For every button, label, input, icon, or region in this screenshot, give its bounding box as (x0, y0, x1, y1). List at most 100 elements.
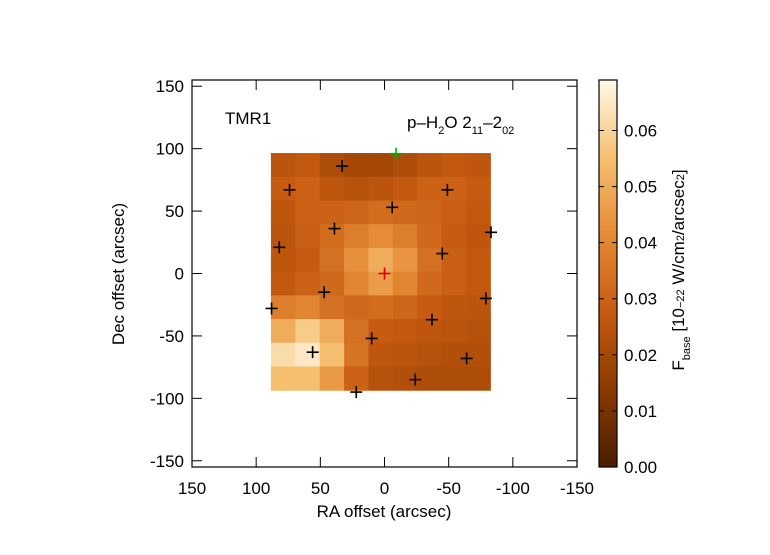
y-tick-label: 100 (156, 140, 184, 159)
heatmap-cell (465, 295, 491, 320)
heatmap-cell (270, 295, 296, 320)
label-part: base (681, 336, 693, 360)
heatmap-cell (392, 319, 418, 344)
label-part: 02 (502, 125, 514, 137)
heatmap-cell (417, 224, 443, 249)
heatmap-cell (441, 319, 467, 344)
heatmap-cell (441, 176, 467, 201)
heatmap-cell (295, 295, 321, 320)
heatmap-cell (417, 200, 443, 225)
heatmap-cell (368, 200, 394, 225)
heatmap-cell (465, 342, 491, 368)
heatmap-cell (368, 271, 394, 296)
colorbar (598, 79, 618, 468)
colorbar-tick-label: 0.02 (624, 346, 657, 365)
y-tick-label: 0 (175, 265, 184, 284)
heatmap-cell (465, 176, 491, 201)
heatmap-cell (295, 200, 321, 225)
heatmap-cell (270, 200, 296, 225)
heatmap-cell (270, 176, 296, 201)
heatmap-cell (295, 366, 321, 391)
label-part: 2 (675, 235, 687, 241)
cross-marker (265, 302, 278, 315)
label-part: F (669, 360, 688, 370)
heatmap-cell (295, 319, 321, 344)
cross-marker (365, 332, 378, 345)
colorbar-tick-label: 0.00 (624, 458, 657, 477)
heatmap-cell (344, 319, 369, 344)
heatmap-cell (417, 271, 443, 296)
cross-marker (485, 226, 498, 239)
cross-marker (386, 201, 399, 214)
heatmap-cell (368, 295, 394, 320)
heatmap-cell (368, 153, 394, 178)
cross-marker (336, 160, 349, 173)
heatmap-cell (319, 319, 345, 344)
heatmap-cell (344, 176, 369, 201)
heatmap-cell (368, 366, 394, 391)
heatmap-cell (270, 319, 296, 344)
heatmap-cell (270, 224, 296, 249)
heatmap-cell (344, 271, 369, 296)
heatmap-cell (319, 366, 345, 391)
label-part: ] (669, 169, 688, 174)
heatmap-cell (368, 176, 394, 201)
label-part: [10 (669, 308, 688, 336)
heatmap-cell (465, 247, 491, 273)
cross-marker (318, 286, 331, 299)
label-part: –2 (483, 113, 502, 132)
annotation: p–H2O 211–202 (407, 113, 514, 137)
label-part: O 2 (444, 113, 471, 132)
heatmap-cell (295, 176, 321, 201)
heatmap-cell (344, 153, 369, 178)
heatmap-cell (319, 295, 345, 320)
heatmap-cell (295, 153, 321, 178)
heatmap-cell (344, 224, 369, 249)
heatmap-cell (465, 153, 491, 178)
heatmap-cell (319, 342, 345, 368)
colorbar-tick-label: 0.06 (624, 121, 657, 140)
heatmap-cell (441, 200, 467, 225)
heatmap-cell (295, 271, 321, 296)
y-tick-label: 150 (156, 77, 184, 96)
heatmap-cell (295, 224, 321, 249)
colorbar-label: Fbase [10−22 W/cm2/arcsec2] (669, 169, 693, 370)
colorbar-tick-label: 0.04 (624, 234, 657, 253)
label-part: 2 (675, 174, 687, 180)
colorbar-tick-label: 0.03 (624, 290, 657, 309)
x-tick-label: 50 (311, 479, 330, 498)
heatmap-cell (319, 247, 345, 273)
heatmap-cell (368, 247, 394, 273)
heatmap-cell (392, 247, 418, 273)
colorbar-tick-label: 0.01 (624, 402, 657, 421)
heatmap-cell (441, 295, 467, 320)
y-tick-label: -150 (150, 452, 184, 471)
heatmap-cell (270, 366, 296, 391)
heatmap-cell (417, 176, 443, 201)
x-axis-label: RA offset (arcsec) (317, 502, 452, 521)
heatmap-cell (295, 247, 321, 273)
heatmap-cell (465, 319, 491, 344)
heatmap-cell (344, 295, 369, 320)
cross-marker (350, 386, 363, 399)
heatmap-cell (417, 319, 443, 344)
cross-marker (390, 147, 403, 160)
heatmap-cell (417, 247, 443, 273)
cross-marker (328, 222, 341, 235)
heatmap-cell (417, 295, 443, 320)
cross-marker (479, 292, 492, 305)
heatmap-cell (392, 176, 418, 201)
heatmap-cell (392, 153, 418, 178)
label-part: 11 (472, 125, 483, 137)
cross-marker (306, 346, 319, 359)
cross-marker (441, 183, 454, 196)
label-part: −22 (675, 289, 687, 308)
cross-marker (436, 247, 449, 260)
heatmap-cell (417, 366, 443, 391)
cross-marker (425, 313, 438, 326)
heatmap-cell (441, 153, 467, 178)
x-tick-label: -150 (560, 479, 594, 498)
cross-marker (378, 267, 391, 280)
heatmap-cell (270, 153, 296, 178)
